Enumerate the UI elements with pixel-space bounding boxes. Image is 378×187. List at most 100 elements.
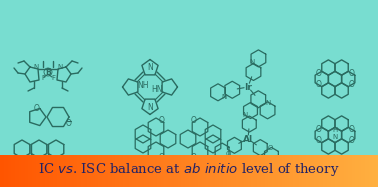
Text: N: N <box>147 102 153 111</box>
Bar <box>278 155 280 187</box>
Bar <box>87 155 89 187</box>
Bar <box>361 155 363 187</box>
Bar <box>369 155 371 187</box>
Bar <box>60 155 63 187</box>
Bar <box>153 155 155 187</box>
Bar <box>123 155 125 187</box>
Bar <box>359 155 361 187</box>
Bar <box>348 155 350 187</box>
Bar <box>100 155 102 187</box>
Bar <box>51 155 53 187</box>
Bar <box>265 155 267 187</box>
Bar <box>331 155 333 187</box>
Bar <box>374 155 376 187</box>
Bar <box>274 155 276 187</box>
Bar <box>185 155 187 187</box>
Text: NH: NH <box>137 80 149 90</box>
Text: HN: HN <box>151 85 163 94</box>
Bar <box>49 155 51 187</box>
Bar <box>166 155 169 187</box>
Bar <box>272 155 274 187</box>
Bar <box>204 155 206 187</box>
Bar <box>34 155 36 187</box>
Bar <box>117 155 119 187</box>
Bar <box>202 155 204 187</box>
Bar <box>17 155 19 187</box>
Bar <box>327 155 329 187</box>
Bar <box>248 155 250 187</box>
Text: O: O <box>316 136 322 145</box>
Bar <box>168 155 170 187</box>
Bar <box>293 155 295 187</box>
Bar <box>76 155 78 187</box>
Bar <box>344 155 346 187</box>
Bar <box>178 155 180 187</box>
Bar <box>297 155 299 187</box>
Bar <box>372 155 375 187</box>
Bar <box>4 155 6 187</box>
Bar <box>47 155 50 187</box>
Bar <box>113 155 116 187</box>
Bar <box>214 155 216 187</box>
Bar <box>0 155 2 187</box>
Bar <box>79 155 82 187</box>
Bar <box>6 155 8 187</box>
Bar <box>181 155 184 187</box>
Bar <box>2 155 4 187</box>
Bar <box>127 155 129 187</box>
Bar <box>365 155 367 187</box>
Bar <box>74 155 76 187</box>
Bar <box>323 155 325 187</box>
Bar <box>11 155 14 187</box>
Bar <box>217 155 220 187</box>
Bar <box>287 155 290 187</box>
Bar <box>42 155 44 187</box>
Bar <box>129 155 131 187</box>
Bar <box>306 155 308 187</box>
Text: O: O <box>191 116 197 125</box>
Bar <box>304 155 307 187</box>
Bar <box>219 155 222 187</box>
Bar <box>335 155 337 187</box>
Bar <box>19 155 21 187</box>
Text: B: B <box>45 68 51 76</box>
Bar <box>68 155 70 187</box>
Bar <box>32 155 34 187</box>
Bar <box>157 155 159 187</box>
Bar <box>266 155 269 187</box>
Text: O: O <box>34 103 40 113</box>
Bar <box>251 155 254 187</box>
Bar <box>132 155 135 187</box>
Bar <box>261 155 263 187</box>
Bar <box>130 155 133 187</box>
Bar <box>301 155 303 187</box>
Bar <box>200 155 203 187</box>
Bar <box>140 155 142 187</box>
Bar <box>64 155 67 187</box>
Bar <box>45 155 48 187</box>
Bar <box>191 155 193 187</box>
Bar <box>282 155 284 187</box>
Bar <box>170 155 172 187</box>
Bar <box>208 155 210 187</box>
Bar <box>257 155 259 187</box>
Bar <box>36 155 38 187</box>
Bar <box>291 155 293 187</box>
Bar <box>85 155 87 187</box>
Bar <box>370 155 373 187</box>
Bar <box>310 155 312 187</box>
Bar <box>289 155 291 187</box>
Bar <box>53 155 55 187</box>
Bar <box>8 155 10 187</box>
Bar <box>319 155 322 187</box>
Bar <box>236 155 239 187</box>
Text: F: F <box>41 75 45 81</box>
Text: N: N <box>222 94 227 99</box>
Bar <box>357 155 359 187</box>
Bar <box>280 155 282 187</box>
Bar <box>234 155 237 187</box>
Bar <box>284 155 286 187</box>
Bar <box>197 155 199 187</box>
Bar <box>108 155 110 187</box>
Bar <box>276 155 278 187</box>
